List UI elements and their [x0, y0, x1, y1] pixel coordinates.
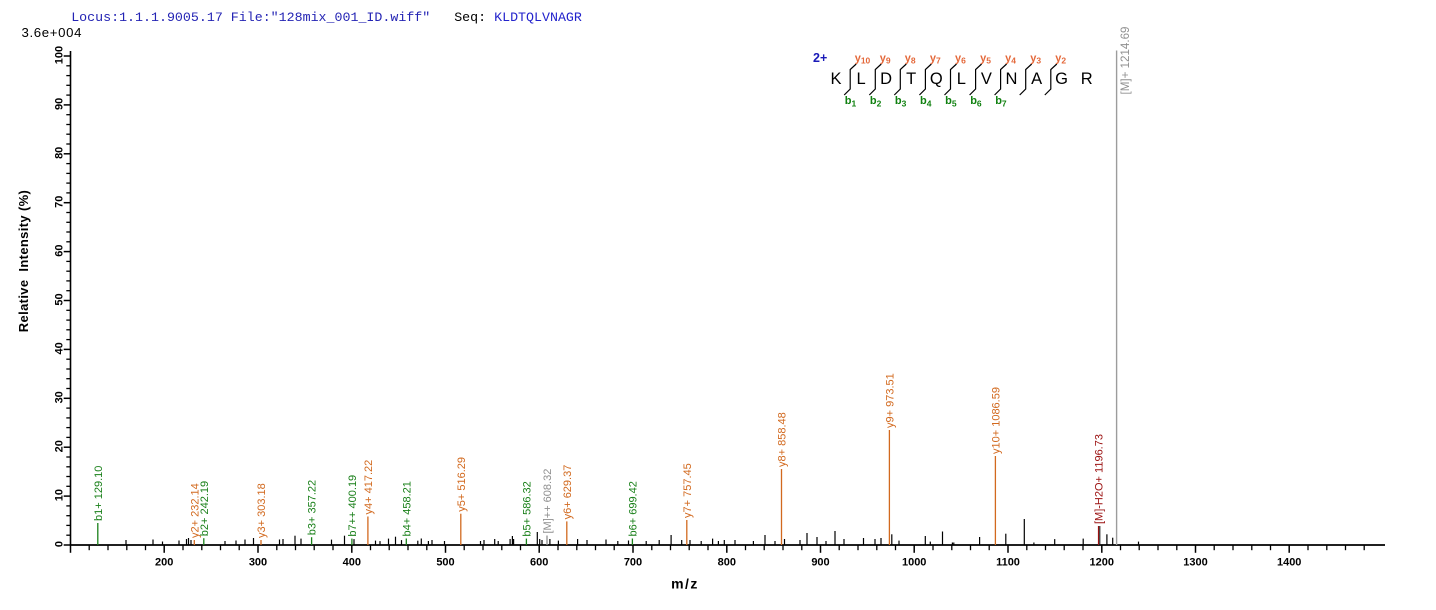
svg-text:[M]+ 1214.69: [M]+ 1214.69	[1119, 26, 1132, 94]
svg-text:1000: 1000	[902, 557, 926, 569]
svg-text:y6+ 629.37: y6+ 629.37	[562, 465, 574, 520]
svg-text:50: 50	[54, 293, 66, 305]
svg-text:y2: y2	[1055, 53, 1066, 66]
svg-text:400: 400	[343, 557, 361, 569]
svg-text:m/z: m/z	[671, 576, 699, 592]
svg-text:800: 800	[718, 557, 736, 569]
svg-text:V: V	[981, 70, 992, 88]
svg-text:80: 80	[54, 147, 66, 159]
svg-text:y4+ 417.22: y4+ 417.22	[363, 460, 375, 515]
svg-text:b2: b2	[870, 95, 882, 109]
svg-text:T: T	[906, 70, 916, 88]
svg-text:b2+ 242.19: b2+ 242.19	[199, 481, 211, 536]
svg-text:100: 100	[54, 46, 66, 64]
svg-text:1200: 1200	[1090, 557, 1114, 569]
svg-text:K: K	[830, 70, 841, 88]
svg-text:y5: y5	[980, 53, 991, 66]
svg-text:60: 60	[54, 244, 66, 256]
svg-text:y3: y3	[1030, 53, 1041, 66]
svg-text:y4: y4	[1005, 53, 1016, 66]
svg-text:3.6e+004: 3.6e+004	[22, 25, 83, 40]
svg-text:y7+ 757.45: y7+ 757.45	[682, 463, 694, 518]
svg-text:L: L	[857, 70, 866, 88]
svg-text:30: 30	[54, 391, 66, 403]
svg-text:0: 0	[54, 541, 66, 547]
svg-text:20: 20	[54, 440, 66, 452]
svg-text:y7: y7	[930, 53, 941, 66]
svg-text:G: G	[1055, 70, 1068, 88]
svg-text:300: 300	[249, 557, 267, 569]
svg-text:Locus:1.1.1.9005.17 File:"128m: Locus:1.1.1.9005.17 File:"128mix_001_ID.…	[71, 10, 582, 25]
svg-text:700: 700	[624, 557, 642, 569]
svg-text:b3+ 357.22: b3+ 357.22	[307, 480, 319, 535]
svg-text:1400: 1400	[1277, 557, 1301, 569]
svg-text:y5+ 516.29: y5+ 516.29	[456, 457, 468, 512]
svg-text:y3+ 303.18: y3+ 303.18	[256, 483, 268, 538]
svg-text:1300: 1300	[1183, 557, 1207, 569]
svg-text:y6: y6	[955, 53, 966, 66]
svg-text:Relative Intensity (%): Relative Intensity (%)	[16, 190, 31, 332]
svg-text:y9: y9	[880, 53, 891, 66]
svg-text:b4: b4	[920, 95, 932, 109]
svg-text:200: 200	[155, 557, 173, 569]
svg-text:b1: b1	[845, 95, 857, 109]
svg-text:D: D	[880, 70, 892, 88]
svg-text:y10+ 1086.59: y10+ 1086.59	[990, 387, 1002, 454]
svg-text:500: 500	[436, 557, 454, 569]
svg-text:900: 900	[811, 557, 829, 569]
svg-text:90: 90	[54, 98, 66, 110]
svg-text:b1+ 129.10: b1+ 129.10	[93, 466, 105, 521]
svg-text:y9+ 973.51: y9+ 973.51	[884, 373, 896, 428]
svg-text:1100: 1100	[996, 557, 1020, 569]
svg-text:y8: y8	[905, 53, 916, 66]
svg-text:N: N	[1006, 70, 1018, 88]
svg-text:A: A	[1031, 70, 1042, 88]
svg-text:y10: y10	[855, 53, 871, 66]
svg-text:70: 70	[54, 196, 66, 208]
svg-text:L: L	[957, 70, 966, 88]
svg-text:b7++ 400.19: b7++ 400.19	[347, 475, 359, 537]
svg-text:[M]-H2O+ 1196.73: [M]-H2O+ 1196.73	[1094, 434, 1106, 524]
svg-text:600: 600	[530, 557, 548, 569]
svg-text:y8+ 858.48: y8+ 858.48	[777, 412, 789, 467]
svg-text:b7: b7	[995, 95, 1007, 109]
svg-text:10: 10	[54, 489, 66, 501]
svg-text:y2+ 232.14: y2+ 232.14	[189, 483, 201, 538]
svg-text:b6+ 699.42: b6+ 699.42	[627, 481, 639, 536]
svg-text:b3: b3	[895, 95, 907, 109]
svg-text:b4+ 458.21: b4+ 458.21	[401, 481, 413, 536]
svg-text:40: 40	[54, 342, 66, 354]
svg-text:Q: Q	[930, 70, 943, 88]
svg-text:2+: 2+	[813, 51, 827, 65]
svg-text:R: R	[1081, 70, 1093, 88]
svg-text:[M]++ 608.32: [M]++ 608.32	[542, 469, 554, 534]
svg-text:b5: b5	[945, 95, 957, 109]
svg-text:b5+ 586.32: b5+ 586.32	[521, 481, 533, 536]
svg-text:b6: b6	[970, 95, 982, 109]
